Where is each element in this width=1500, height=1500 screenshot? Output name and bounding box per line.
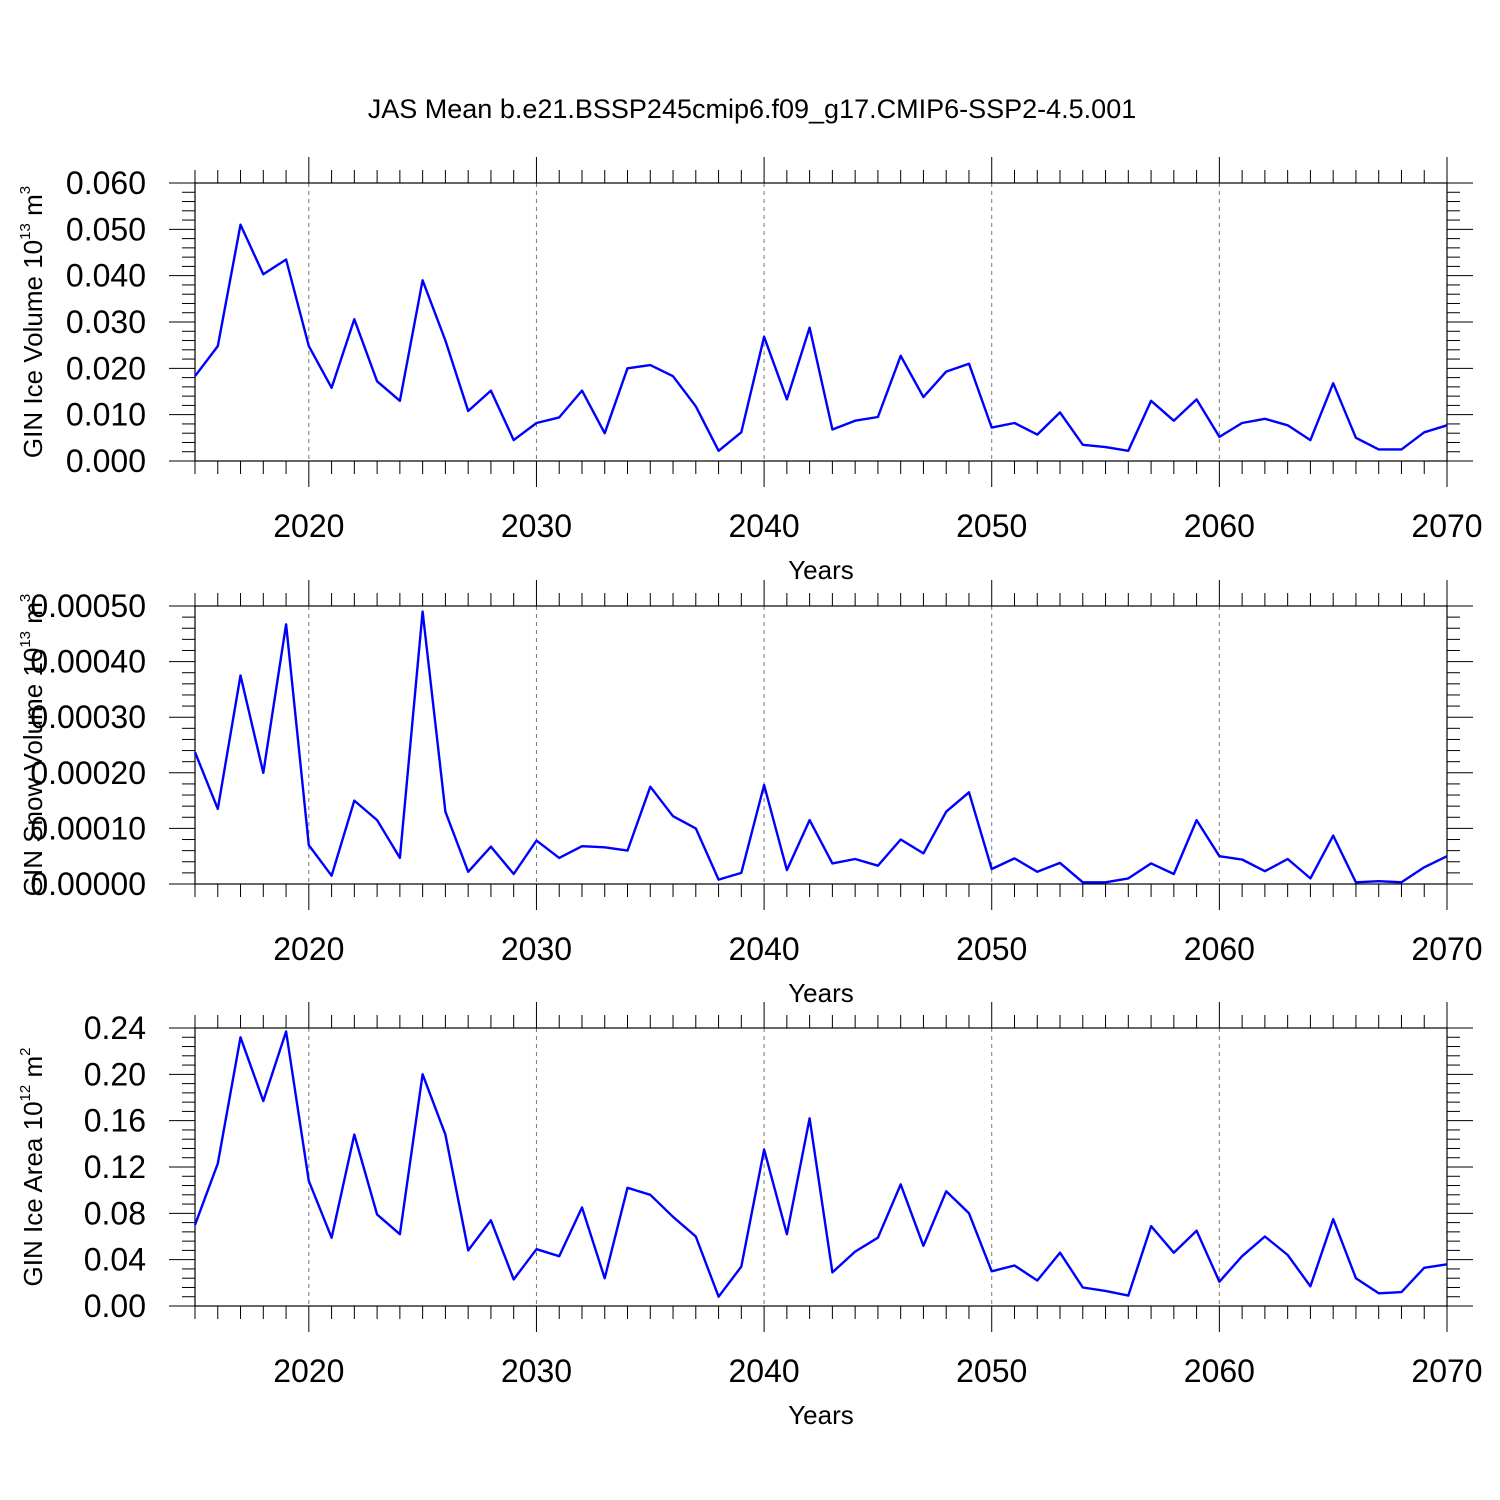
snow-volume-ytick-label: 0.00050: [30, 588, 146, 624]
ice-volume-xtick-label: 2030: [501, 508, 572, 544]
ice-area-xtick-label: 2060: [1184, 1353, 1255, 1389]
snow-volume-ytick-label: 0.00030: [30, 699, 146, 735]
ice-area-xtick-label: 2070: [1411, 1353, 1482, 1389]
ice-area-xtick-label: 2030: [501, 1353, 572, 1389]
snow-volume-ytick-label: 0.00010: [30, 810, 146, 846]
ice-volume-ytick-label: 0.040: [66, 258, 146, 294]
ice-area-series-line: [193, 1030, 1448, 1298]
panel-snow-volume: 0.00000 0.00010 0.00020 0.00030 0.00040 0.000…: [17, 580, 1483, 1008]
snow-volume-ytick-label: 0.00040: [30, 644, 146, 680]
ice-volume-x-axis-title: Years: [788, 555, 854, 585]
ice-area-ytick-label: 0.00: [84, 1288, 146, 1324]
figure-title: JAS Mean b.e21.BSSP245cmip6.f09_g17.CMIP…: [368, 94, 1136, 124]
ice-area-ytick-label: 0.04: [84, 1242, 146, 1278]
ice-volume-ytick-label: 0.050: [66, 211, 146, 247]
snow-volume-series-line: [193, 610, 1448, 884]
snow-volume-xtick-label: 2050: [956, 931, 1027, 967]
ice-area-ytick-label: 0.24: [84, 1010, 146, 1046]
ice-volume-xtick-label: 2060: [1184, 508, 1255, 544]
snow-volume-xtick-label: 2020: [273, 931, 344, 967]
ice-area-ytick-label: 0.16: [84, 1103, 146, 1139]
ice-volume-xtick-label: 2040: [728, 508, 799, 544]
panel-ice-area: 0.00 0.04 0.08 0.12 0.16 0.20 0.24 2020 2030 2040…: [17, 1002, 1483, 1430]
panel-ice-volume: 0.000 0.010 0.020 0.030 0.040 0.050 0.060 2020 2…: [17, 157, 1483, 585]
ice-area-y-axis-title: GIN Ice Area 1012 m2: [17, 1048, 48, 1287]
ice-area-plot-frame: [194, 1027, 1448, 1307]
snow-volume-ytick-label: 0.00000: [30, 866, 146, 902]
ice-volume-ytick-label: 0.010: [66, 397, 146, 433]
ice-volume-y-axis-title: GIN Ice Volume 1013 m3: [17, 186, 48, 458]
ice-area-ytick-label: 0.20: [84, 1056, 146, 1092]
ice-area-xtick-label: 2040: [728, 1353, 799, 1389]
snow-volume-plot-frame: [194, 605, 1448, 885]
ice-volume-ytick-label: 0.020: [66, 350, 146, 386]
ice-volume-plot-frame: [194, 182, 1448, 462]
ice-volume-xtick-label: 2020: [273, 508, 344, 544]
snow-volume-y-axis-title: GIN Snow Volume 1013 m3: [17, 594, 48, 897]
snow-volume-xtick-label: 2060: [1184, 931, 1255, 967]
ice-area-xtick-label: 2050: [956, 1353, 1027, 1389]
snow-volume-xtick-label: 2030: [501, 931, 572, 967]
ice-area-ytick-label: 0.08: [84, 1195, 146, 1231]
snow-volume-xtick-label: 2070: [1411, 931, 1482, 967]
ice-volume-xtick-label: 2070: [1411, 508, 1482, 544]
ice-area-x-axis-title: Years: [788, 1400, 854, 1430]
snow-volume-ytick-label: 0.00020: [30, 755, 146, 791]
ice-area-xtick-label: 2020: [273, 1353, 344, 1389]
snow-volume-xtick-label: 2040: [728, 931, 799, 967]
snow-volume-x-axis-title: Years: [788, 978, 854, 1008]
ice-volume-ytick-label: 0.000: [66, 443, 146, 479]
ice-volume-xtick-label: 2050: [956, 508, 1027, 544]
ice-area-ytick-label: 0.12: [84, 1149, 146, 1185]
ice-volume-series-line: [194, 223, 1448, 452]
ice-volume-ytick-label: 0.030: [66, 304, 146, 340]
ice-volume-ytick-label: 0.060: [66, 165, 146, 201]
